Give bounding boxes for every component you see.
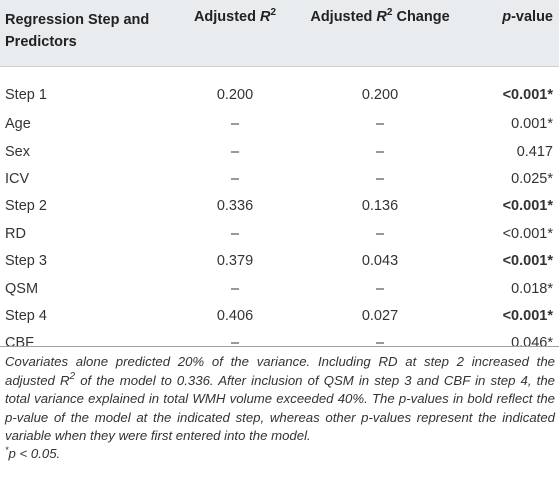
cell-adjusted-r2-change: 0.027 (361, 307, 399, 324)
cell-adjusted-r2: – (230, 143, 240, 160)
significance-footnote: *p < 0.05. (5, 445, 61, 462)
cell-adjusted-r2: – (230, 170, 240, 187)
cell-adjusted-r2: – (230, 116, 240, 133)
table-row: Step 3 0.379 0.043 <0.001* (0, 247, 559, 274)
cell-p-value: 0.018* (511, 280, 553, 297)
cell-adjusted-r2-change: – (375, 335, 385, 352)
cell-predictor: QSM (5, 280, 39, 297)
table-row: CBF – – 0.046* (0, 330, 559, 357)
table-row: Step 2 0.336 0.136 <0.001* (0, 193, 559, 220)
cell-adjusted-r2: 0.200 (216, 86, 254, 103)
cell-p-value: 0.046* (511, 335, 553, 352)
cell-predictor: ICV (5, 170, 30, 187)
table-bottom-rule (0, 346, 559, 347)
table-row: ICV – – 0.025* (0, 165, 559, 192)
cell-predictor: CBF (5, 335, 34, 352)
cell-p-value: <0.001* (502, 225, 553, 242)
cell-p-value: <0.001* (502, 307, 553, 324)
table-row: Step 1 0.200 0.200 <0.001* (0, 66, 559, 111)
table-row: Age – – 0.001* (0, 111, 559, 138)
cell-adjusted-r2-change: – (375, 225, 385, 242)
cell-predictor: Step 4 (5, 307, 47, 324)
cell-predictor: Step 2 (5, 198, 47, 215)
cell-predictor: Age (5, 116, 31, 133)
cell-p-value: <0.001* (502, 253, 553, 270)
cell-adjusted-r2: – (230, 335, 240, 352)
cell-adjusted-r2-change: 0.200 (361, 86, 399, 103)
cell-predictor: Step 1 (5, 86, 47, 103)
header-row: Regression Step and Predictors Adjusted … (0, 0, 559, 67)
cell-adjusted-r2-change: – (375, 143, 385, 160)
header-predictors: Regression Step and Predictors (0, 0, 150, 67)
cell-adjusted-r2: 0.336 (216, 198, 254, 215)
cell-adjusted-r2: – (230, 225, 240, 242)
cell-predictor: RD (5, 225, 26, 242)
cell-p-value: 0.025* (511, 170, 553, 187)
cell-adjusted-r2-change: – (375, 170, 385, 187)
cell-adjusted-r2: – (230, 280, 240, 297)
header-p-value: p-value (460, 0, 559, 67)
cell-adjusted-r2: 0.379 (216, 253, 254, 270)
table-note: Covariates alone predicted 20% of the va… (5, 354, 556, 444)
cell-p-value: 0.417 (516, 143, 553, 160)
cell-predictor: Step 3 (5, 253, 47, 270)
table-row: RD – – <0.001* (0, 220, 559, 247)
table-row: Sex – – 0.417 (0, 138, 559, 165)
cell-adjusted-r2-change: 0.136 (361, 198, 399, 215)
cell-adjusted-r2: 0.406 (216, 307, 254, 324)
table-body: Step 1 0.200 0.200 <0.001* Age – – 0.001* Sex – – 0… (0, 66, 559, 357)
header-adjusted-r2-change: Adjusted R2 Change (300, 0, 460, 67)
regression-table: Regression Step and Predictors Adjusted … (0, 0, 559, 357)
cell-adjusted-r2-change: – (375, 116, 385, 133)
table-row: QSM – – 0.018* (0, 275, 559, 302)
cell-adjusted-r2-change: – (375, 280, 385, 297)
cell-p-value: <0.001* (502, 198, 553, 215)
table-row: Step 4 0.406 0.027 <0.001* (0, 302, 559, 329)
cell-predictor: Sex (5, 143, 30, 160)
header-adjusted-r2: Adjusted R2 (150, 0, 300, 67)
cell-p-value: 0.001* (511, 116, 553, 133)
cell-p-value: <0.001* (502, 86, 553, 103)
cell-adjusted-r2-change: 0.043 (361, 253, 399, 270)
